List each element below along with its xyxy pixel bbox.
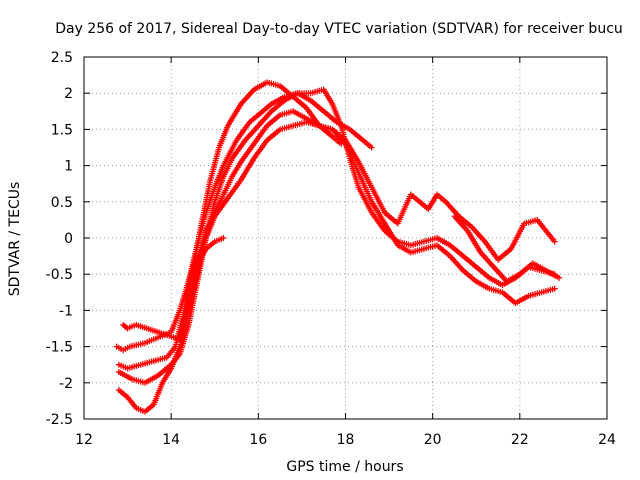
- x-tick-label: 24: [598, 432, 616, 448]
- series-track-g: [185, 235, 227, 285]
- grid: [84, 57, 607, 419]
- data-point: [368, 144, 375, 151]
- data-point: [551, 285, 558, 292]
- x-tick-label: 12: [75, 432, 93, 448]
- y-tick-label: -1.5: [46, 340, 73, 356]
- y-tick-label: -2: [59, 376, 73, 392]
- y-tick-label: 2.5: [51, 50, 73, 66]
- y-tick-label: 0: [64, 231, 73, 247]
- y-tick-label: 0.5: [51, 195, 73, 211]
- data-point: [556, 274, 563, 281]
- series-track-d: [115, 119, 558, 415]
- series-track-f: [451, 213, 563, 285]
- axes: 12 14 16 18 20 22 24 -2.5 -2 -1.5 -1 -0.5 0 0.5 1 1.5 2 2…: [46, 50, 616, 448]
- chart-title: Day 256 of 2017, Sidereal Day-to-day VTE…: [55, 21, 623, 37]
- series-track-e: [120, 108, 558, 343]
- y-tick-label: -2.5: [46, 412, 73, 428]
- y-tick-label: -1: [59, 303, 73, 319]
- x-tick-label: 22: [511, 432, 529, 448]
- data-point: [551, 238, 558, 245]
- x-tick-label: 14: [162, 432, 180, 448]
- y-tick-label: 1: [64, 159, 73, 175]
- x-tick-label: 18: [337, 432, 355, 448]
- data-point: [220, 235, 227, 241]
- series-track-b: [115, 79, 345, 372]
- y-axis-label: SDTVAR / TECUs: [7, 182, 23, 297]
- x-tick-label: 20: [424, 432, 442, 448]
- x-tick-label: 16: [249, 432, 267, 448]
- x-axis-label: GPS time / hours: [286, 459, 403, 475]
- y-tick-label: 2: [64, 86, 73, 102]
- data-points: [113, 79, 563, 415]
- y-tick-label: -0.5: [46, 267, 73, 283]
- y-tick-label: 1.5: [51, 122, 73, 138]
